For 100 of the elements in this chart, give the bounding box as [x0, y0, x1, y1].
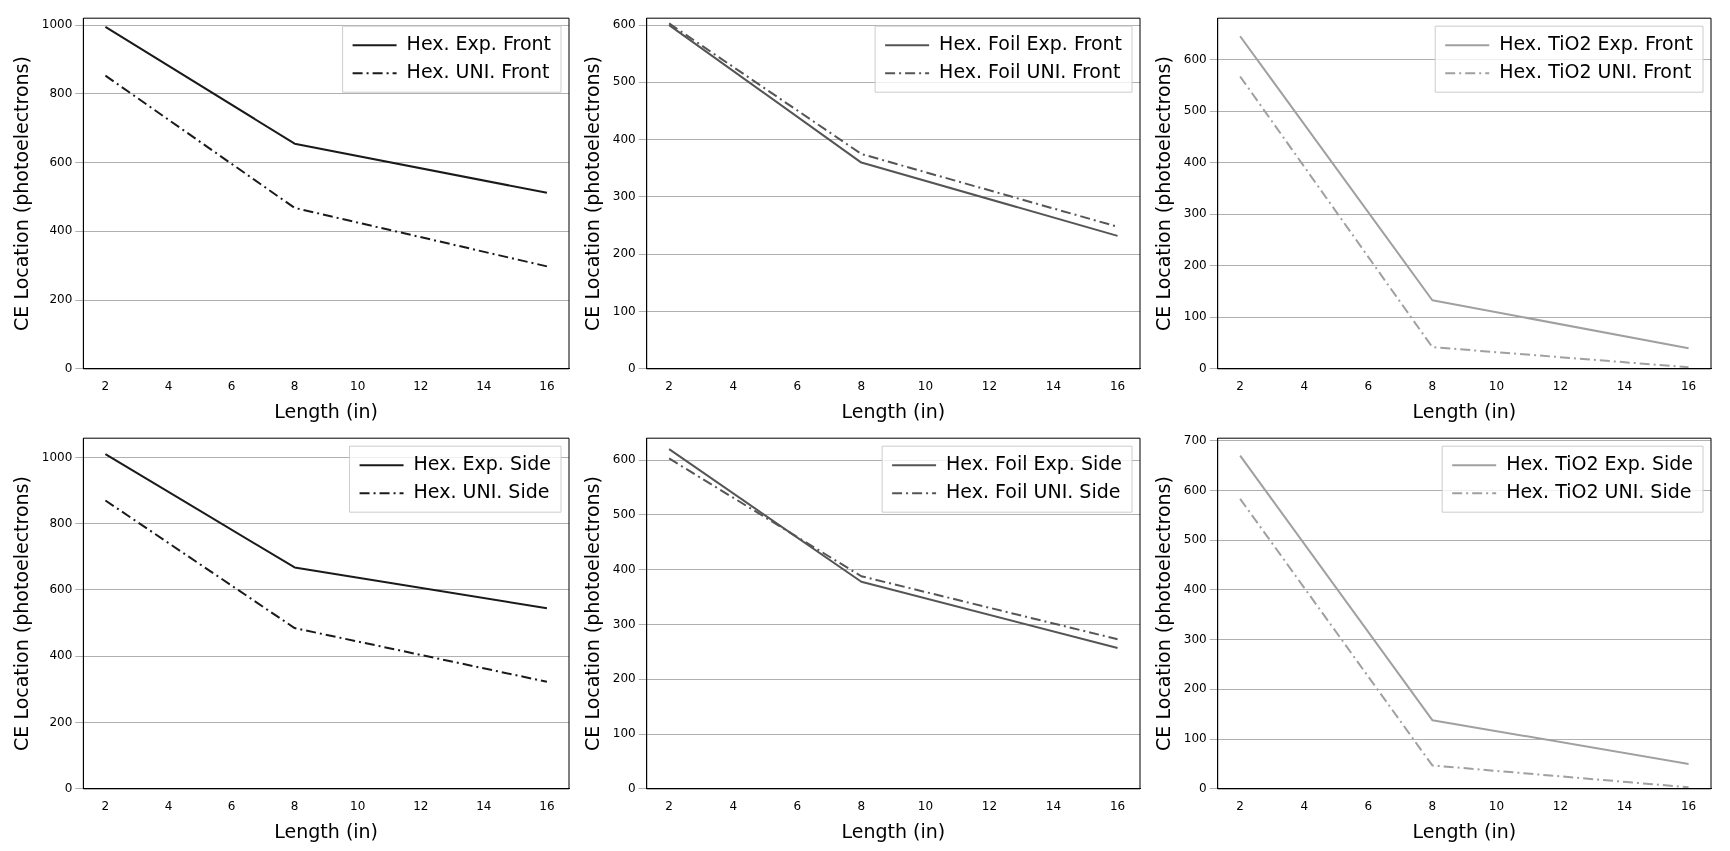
x-tick-label: 6: [227, 379, 236, 394]
x-tick-label: 16: [1680, 799, 1697, 814]
x-tick-label: 2: [665, 799, 673, 814]
x-tick-label: 6: [793, 799, 802, 814]
legend-label: Hex. TiO2 Exp. Side: [1506, 452, 1693, 475]
y-tick-label: 300: [1183, 206, 1207, 221]
x-tick-label: 8: [857, 799, 866, 814]
legend-label: Hex. TiO2 Exp. Front: [1499, 32, 1693, 55]
y-tick-label: 1000: [41, 17, 73, 32]
y-tick-label: 200: [1183, 257, 1207, 272]
legend-label: Hex. TiO2 UNI. Front: [1499, 60, 1692, 83]
x-tick-label: 6: [1364, 799, 1373, 814]
y-tick-label: 500: [612, 74, 636, 89]
x-tick-label: 16: [1109, 379, 1126, 394]
x-tick-label: 4: [729, 799, 738, 814]
y-tick-label: 0: [64, 780, 73, 795]
x-tick-label: 12: [413, 379, 429, 394]
y-tick-label: 300: [1183, 631, 1207, 646]
x-tick-label: 8: [857, 379, 866, 394]
x-tick-label: 10: [350, 379, 366, 394]
y-tick-label: 600: [1183, 482, 1207, 497]
y-tick-label: 200: [612, 671, 636, 686]
y-tick-label: 800: [49, 515, 73, 530]
x-tick-label: 4: [1300, 799, 1309, 814]
x-tick-label: 16: [1109, 799, 1126, 814]
x-tick-label: 10: [1488, 799, 1505, 814]
x-tick-label: 2: [101, 379, 110, 394]
y-tick-label: 200: [49, 292, 73, 307]
x-tick-label: 14: [1616, 799, 1633, 814]
y-tick-label: 400: [49, 223, 73, 238]
y-tick-label: 600: [612, 452, 636, 467]
x-axis-title: Length (in): [1412, 399, 1517, 422]
y-tick-label: 400: [1183, 582, 1207, 596]
y-axis-title: CE Location (photoelectrons): [10, 56, 33, 331]
y-axis-title: CE Location (photoelectrons): [10, 476, 33, 751]
x-tick-label: 10: [917, 799, 934, 814]
y-tick-label: 1000: [41, 449, 73, 464]
y-axis-title: CE Location (photoelectrons): [1152, 476, 1175, 751]
x-tick-label: 14: [476, 379, 492, 394]
y-tick-label: 800: [49, 85, 73, 100]
legend-label: Hex. Exp. Side: [413, 452, 552, 475]
y-axis-title: CE Location (photoelectrons): [581, 56, 604, 331]
x-tick-label: 4: [1300, 379, 1309, 394]
x-tick-label: 12: [413, 799, 429, 814]
x-axis-title: Length (in): [841, 819, 946, 842]
x-tick-label: 14: [1616, 379, 1633, 394]
x-tick-label: 14: [1045, 379, 1062, 394]
y-tick-label: 100: [1183, 731, 1207, 746]
y-tick-label: 200: [612, 246, 636, 261]
x-tick-label: 2: [665, 379, 673, 394]
y-tick-label: 100: [612, 303, 636, 318]
y-tick-label: 0: [1199, 360, 1207, 375]
x-axis-title: Length (in): [274, 819, 379, 842]
legend-label: Hex. Foil UNI. Front: [939, 60, 1121, 83]
x-tick-label: 14: [1045, 799, 1062, 814]
x-tick-label: 10: [1488, 379, 1505, 394]
y-tick-label: 700: [1183, 432, 1207, 447]
x-tick-label: 6: [227, 799, 236, 814]
y-tick-label: 400: [1183, 154, 1207, 169]
y-tick-label: 400: [612, 131, 636, 146]
y-axis-title: CE Location (photoelectrons): [581, 476, 604, 751]
legend-label: Hex. Foil UNI. Side: [946, 480, 1121, 503]
x-tick-label: 10: [350, 799, 366, 814]
legend-label: Hex. TiO2 UNI. Side: [1506, 480, 1692, 503]
x-tick-label: 12: [1552, 379, 1569, 394]
y-tick-label: 400: [49, 648, 73, 663]
y-tick-label: 300: [612, 189, 636, 204]
x-tick-label: 2: [1236, 379, 1244, 394]
x-axis-title: Length (in): [1412, 819, 1517, 842]
x-tick-label: 16: [539, 379, 555, 394]
legend-label: Hex. UNI. Side: [413, 480, 550, 503]
x-tick-label: 6: [793, 379, 802, 394]
x-tick-label: 8: [290, 379, 299, 394]
y-tick-label: 300: [612, 616, 636, 631]
legend-label: Hex. Exp. Front: [406, 32, 552, 55]
x-tick-label: 8: [1428, 799, 1437, 814]
y-tick-label: 600: [1183, 51, 1207, 66]
y-tick-label: 600: [612, 17, 636, 32]
x-tick-label: 12: [1552, 799, 1569, 814]
y-tick-label: 0: [628, 360, 636, 375]
y-axis-title: CE Location (photoelectrons): [1152, 56, 1175, 331]
y-tick-label: 600: [49, 582, 73, 597]
y-tick-label: 100: [1183, 309, 1207, 324]
x-tick-label: 4: [729, 379, 738, 394]
y-tick-label: 400: [612, 561, 636, 576]
y-tick-label: 0: [1199, 780, 1207, 795]
legend-label: Hex. Foil Exp. Side: [946, 452, 1122, 475]
x-tick-label: 6: [1364, 379, 1373, 394]
x-tick-label: 4: [164, 379, 173, 394]
x-tick-label: 2: [101, 799, 110, 814]
x-tick-label: 16: [539, 799, 555, 814]
y-tick-label: 200: [1183, 681, 1207, 696]
y-tick-label: 600: [49, 154, 73, 169]
x-axis-title: Length (in): [841, 399, 946, 422]
x-tick-label: 16: [1680, 379, 1697, 394]
x-tick-label: 12: [981, 799, 998, 814]
y-tick-label: 500: [612, 507, 636, 522]
y-tick-label: 500: [1183, 103, 1207, 118]
x-tick-label: 14: [476, 799, 492, 814]
x-tick-label: 2: [1236, 799, 1244, 814]
